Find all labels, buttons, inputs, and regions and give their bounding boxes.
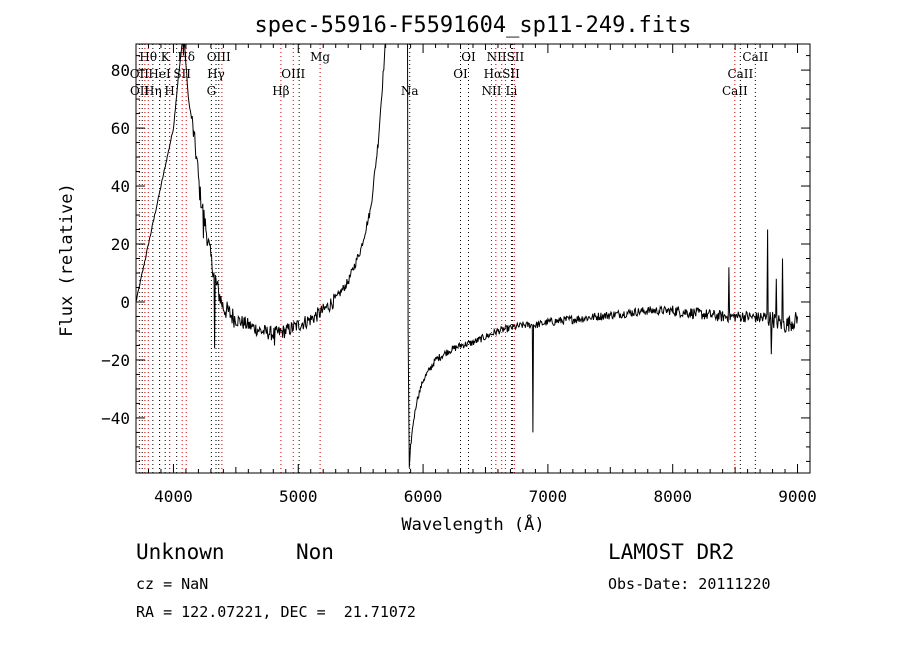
line-marker-label: Hδ [177, 50, 195, 64]
line-marker-label: Na [401, 84, 419, 98]
line-marker-label: Mg [310, 50, 330, 64]
line-marker-label: OII [130, 84, 150, 98]
y-tick-label: 0 [120, 293, 130, 312]
line-marker-label: OI [461, 50, 476, 64]
line-marker-label: Hβ [272, 84, 289, 98]
line-marker-label: HeI [148, 67, 171, 81]
y-tick-label: −40 [101, 409, 130, 428]
y-tick-label: 60 [111, 119, 130, 138]
x-tick-label: 7000 [529, 487, 568, 506]
x-axis-label: Wavelength (Å) [401, 513, 544, 535]
line-marker-label: CaII [742, 50, 768, 64]
line-marker-label: Hθ [139, 50, 157, 64]
line-marker-label: SII [173, 67, 191, 81]
line-marker-label: OI [453, 67, 468, 81]
line-marker-label: NIISII [487, 50, 525, 64]
y-axis-label: Flux (relative) [57, 183, 77, 337]
spectrum-series [136, 44, 798, 468]
observation-date: Obs-Date: 20111220 [608, 575, 771, 593]
chart-title: spec-55916-F5591604_sp11-249.fits [254, 13, 691, 38]
axes: 4000 5000 6000 7000 8000 9000 −40 −20 0 20 40 60 80 [101, 44, 817, 506]
y-tick-label: 40 [111, 177, 130, 196]
line-marker-label: K [161, 50, 171, 64]
y-tick-label: 80 [111, 61, 130, 80]
coordinates: RA = 122.07221, DEC = 21.71072 [136, 603, 416, 621]
object-subclass: Non [296, 540, 334, 564]
survey-name: LAMOST DR2 [608, 540, 735, 564]
line-marker-label: H [164, 84, 174, 98]
y-tick-label: 20 [111, 235, 130, 254]
line-marker-label: Li [506, 84, 518, 98]
line-marker-label: OII [130, 67, 150, 81]
line-marker-label: OIII [281, 67, 305, 81]
line-marker-label: HαSII [484, 67, 521, 81]
spectrum-line [136, 44, 798, 468]
line-marker-label: OIII [207, 50, 231, 64]
y-tick-label: −20 [101, 351, 130, 370]
x-tick-label: 6000 [404, 487, 443, 506]
x-tick-label: 9000 [778, 487, 817, 506]
redshift-value: cz = NaN [136, 575, 209, 593]
line-marker-label: Hγ [207, 67, 225, 81]
x-tick-label: 8000 [653, 487, 692, 506]
plot-frame [135, 43, 811, 474]
line-marker-label: Hη [144, 84, 162, 98]
x-tick-label: 4000 [154, 487, 193, 506]
x-tick-label: 5000 [279, 487, 318, 506]
line-marker-label: CaII [722, 84, 748, 98]
line-marker-label: NII [481, 84, 501, 98]
line-marker-label: G [207, 84, 217, 98]
line-marker-label: CaII [727, 67, 753, 81]
object-class: Unknown [136, 540, 225, 564]
